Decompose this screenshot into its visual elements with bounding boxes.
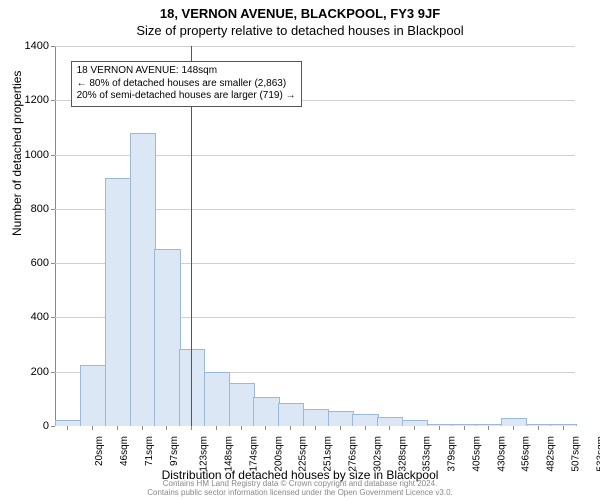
- histogram-bar: [377, 417, 403, 426]
- ytick-label: 1200: [9, 94, 49, 106]
- annotation-line: 18 VERNON AVENUE: 148sqm: [77, 65, 296, 78]
- xtick-mark: [563, 426, 564, 430]
- ytick-mark: [51, 209, 55, 210]
- xtick-mark: [67, 426, 68, 430]
- xtick-mark: [340, 426, 341, 430]
- histogram-bar: [303, 409, 329, 426]
- xtick-label: 482sqm: [546, 436, 557, 472]
- xtick-mark: [290, 426, 291, 430]
- histogram-bar: [352, 414, 378, 426]
- xtick-label: 148sqm: [224, 436, 235, 472]
- plot-region: 20sqm46sqm71sqm97sqm123sqm148sqm174sqm20…: [55, 46, 575, 426]
- xtick-mark: [513, 426, 514, 430]
- ytick-mark: [51, 426, 55, 427]
- xtick-label: 97sqm: [169, 436, 180, 466]
- sub-title: Size of property relative to detached ho…: [0, 21, 600, 38]
- ytick-mark: [51, 317, 55, 318]
- xtick-label: 405sqm: [471, 436, 482, 472]
- footer-attribution: Contains HM Land Registry data © Crown c…: [0, 479, 600, 498]
- xtick-label: 46sqm: [119, 436, 130, 466]
- histogram-bar: [204, 372, 230, 426]
- xtick-label: 276sqm: [348, 436, 359, 472]
- ytick-label: 400: [9, 311, 49, 323]
- histogram-bar: [253, 397, 279, 427]
- annotation-box: 18 VERNON AVENUE: 148sqm← 80% of detache…: [71, 61, 302, 107]
- histogram-bar: [130, 133, 156, 426]
- histogram-bar: [501, 418, 527, 426]
- footer-line-1: Contains HM Land Registry data © Crown c…: [163, 479, 438, 488]
- ytick-label: 800: [9, 203, 49, 215]
- xtick-label: 302sqm: [372, 436, 383, 472]
- histogram-bar: [278, 403, 304, 426]
- xtick-label: 200sqm: [273, 436, 284, 472]
- xtick-mark: [315, 426, 316, 430]
- xtick-mark: [464, 426, 465, 430]
- xtick-label: 20sqm: [94, 436, 105, 466]
- xtick-mark: [265, 426, 266, 430]
- histogram-bar: [451, 424, 477, 426]
- histogram-bar: [526, 424, 552, 426]
- main-title: 18, VERNON AVENUE, BLACKPOOL, FY3 9JF: [0, 0, 600, 21]
- ytick-label: 0: [9, 420, 49, 432]
- histogram-bar: [229, 383, 255, 426]
- ytick-mark: [51, 372, 55, 373]
- ytick-mark: [51, 263, 55, 264]
- xtick-mark: [538, 426, 539, 430]
- ytick-mark: [51, 100, 55, 101]
- xtick-mark: [191, 426, 192, 430]
- y-axis-line: [55, 46, 56, 426]
- chart-container: 18, VERNON AVENUE, BLACKPOOL, FY3 9JF Si…: [0, 0, 600, 500]
- histogram-bar: [550, 424, 576, 426]
- histogram-bar: [427, 424, 453, 426]
- xtick-label: 251sqm: [323, 436, 334, 472]
- xtick-mark: [216, 426, 217, 430]
- xtick-label: 430sqm: [496, 436, 507, 472]
- xtick-mark: [92, 426, 93, 430]
- histogram-bar: [328, 411, 354, 426]
- ytick-mark: [51, 46, 55, 47]
- grid-line: [55, 46, 575, 47]
- ytick-mark: [51, 155, 55, 156]
- histogram-bar: [105, 178, 131, 426]
- xtick-label: 71sqm: [144, 436, 155, 466]
- xtick-mark: [488, 426, 489, 430]
- ytick-label: 600: [9, 257, 49, 269]
- ytick-label: 200: [9, 366, 49, 378]
- xtick-label: 328sqm: [397, 436, 408, 472]
- annotation-line: ← 80% of detached houses are smaller (2,…: [77, 78, 296, 91]
- chart-area: 20sqm46sqm71sqm97sqm123sqm148sqm174sqm20…: [55, 46, 575, 426]
- histogram-bar: [154, 249, 180, 426]
- xtick-label: 353sqm: [422, 436, 433, 472]
- xtick-mark: [142, 426, 143, 430]
- ytick-label: 1000: [9, 149, 49, 161]
- ytick-label: 1400: [9, 40, 49, 52]
- xtick-mark: [241, 426, 242, 430]
- xtick-label: 174sqm: [249, 436, 260, 472]
- xtick-label: 379sqm: [447, 436, 458, 472]
- xtick-mark: [365, 426, 366, 430]
- annotation-line: 20% of semi-detached houses are larger (…: [77, 90, 296, 103]
- xtick-label: 533sqm: [595, 436, 600, 472]
- xtick-mark: [166, 426, 167, 430]
- xtick-mark: [439, 426, 440, 430]
- histogram-bar: [80, 365, 106, 426]
- xtick-mark: [117, 426, 118, 430]
- xtick-label: 507sqm: [570, 436, 581, 472]
- xtick-label: 123sqm: [199, 436, 210, 472]
- xtick-label: 456sqm: [521, 436, 532, 472]
- footer-line-2: Contains public sector information licen…: [147, 488, 453, 497]
- xtick-label: 225sqm: [298, 436, 309, 472]
- xtick-mark: [414, 426, 415, 430]
- xtick-mark: [389, 426, 390, 430]
